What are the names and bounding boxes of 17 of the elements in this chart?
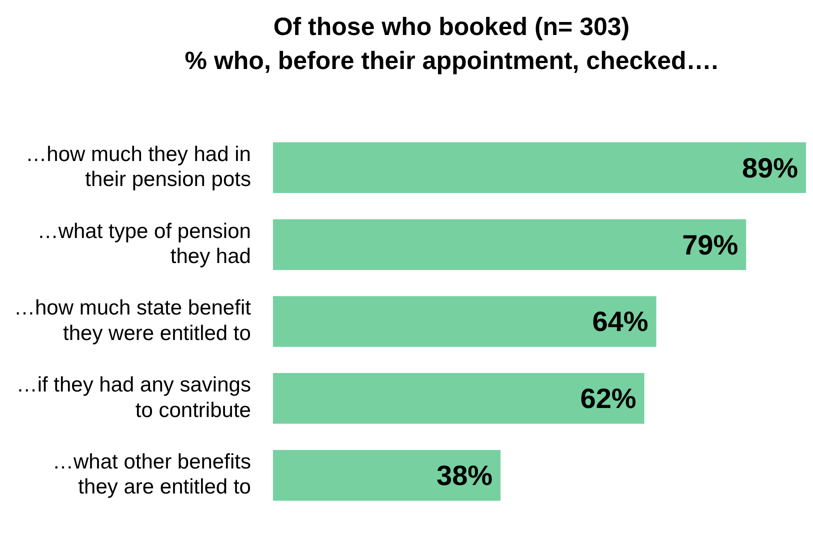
data-label: 79% — [682, 229, 738, 260]
y-tick-label: …what other benefits they are entitled to — [52, 450, 251, 499]
data-label: 62% — [580, 383, 636, 414]
bar — [272, 373, 644, 424]
bar — [272, 219, 746, 270]
bar — [272, 296, 656, 347]
data-label: 89% — [742, 152, 798, 184]
y-tick-label: …how much they had in their pension pots — [26, 142, 251, 192]
bar — [272, 450, 501, 501]
data-label: 64% — [592, 306, 648, 338]
chart-title: Of those who booked (n= 303) — [272, 12, 631, 43]
chart-subtitle: % who, before their appointment, checked…. — [184, 46, 720, 77]
data-label: 38% — [436, 460, 493, 492]
y-tick-label: …how much state benefit they were entitled to — [14, 296, 252, 345]
bar — [272, 142, 806, 194]
y-tick-label: …if they had any savings to contribute — [16, 374, 251, 422]
y-tick-label: …what type of pension they had — [37, 220, 251, 268]
